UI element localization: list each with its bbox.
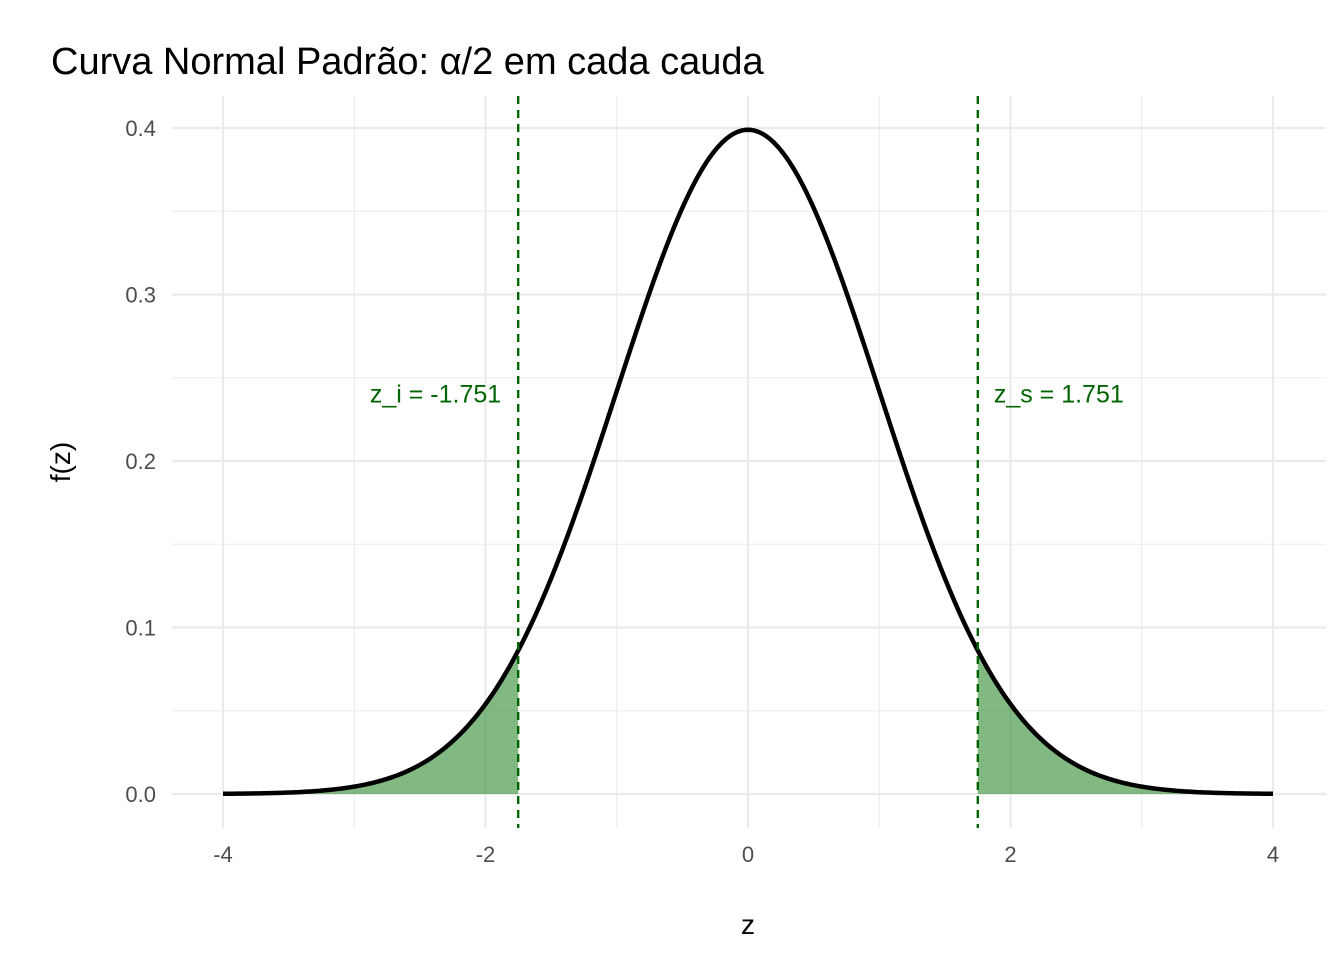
upper-critical-label: z_s = 1.751	[994, 380, 1124, 408]
y-tick-label: 0.4	[125, 116, 156, 141]
y-tick-label: 0.2	[125, 449, 156, 474]
x-tick-label: 2	[1004, 842, 1016, 867]
upper-tail-area	[977, 650, 1273, 794]
lower-tail-area	[223, 650, 519, 794]
x-tick-label: -2	[476, 842, 496, 867]
grid-lines	[172, 96, 1326, 828]
density-curve	[222, 127, 1274, 797]
tail-areas	[223, 650, 1273, 794]
x-axis-ticks: -4 -2 0 2 4	[213, 842, 1279, 867]
x-tick-label: -4	[213, 842, 233, 867]
y-tick-label: 0.3	[125, 283, 156, 308]
critical-labels: z_i = -1.751 z_s = 1.751	[370, 380, 1124, 408]
chart-title: Curva Normal Padrão: α/2 em cada cauda	[51, 41, 765, 83]
y-tick-label: 0.1	[125, 616, 156, 641]
y-tick-label: 0.0	[125, 782, 156, 807]
x-axis-label: z	[741, 909, 755, 940]
lower-critical-label: z_i = -1.751	[370, 380, 501, 408]
y-axis-ticks: 0.0 0.1 0.2 0.3 0.4	[125, 116, 156, 807]
y-axis-label: f(z)	[45, 442, 76, 482]
curve-layer	[222, 127, 1274, 797]
x-tick-label: 4	[1267, 842, 1279, 867]
x-tick-label: 0	[742, 842, 754, 867]
critical-lines	[516, 96, 980, 828]
